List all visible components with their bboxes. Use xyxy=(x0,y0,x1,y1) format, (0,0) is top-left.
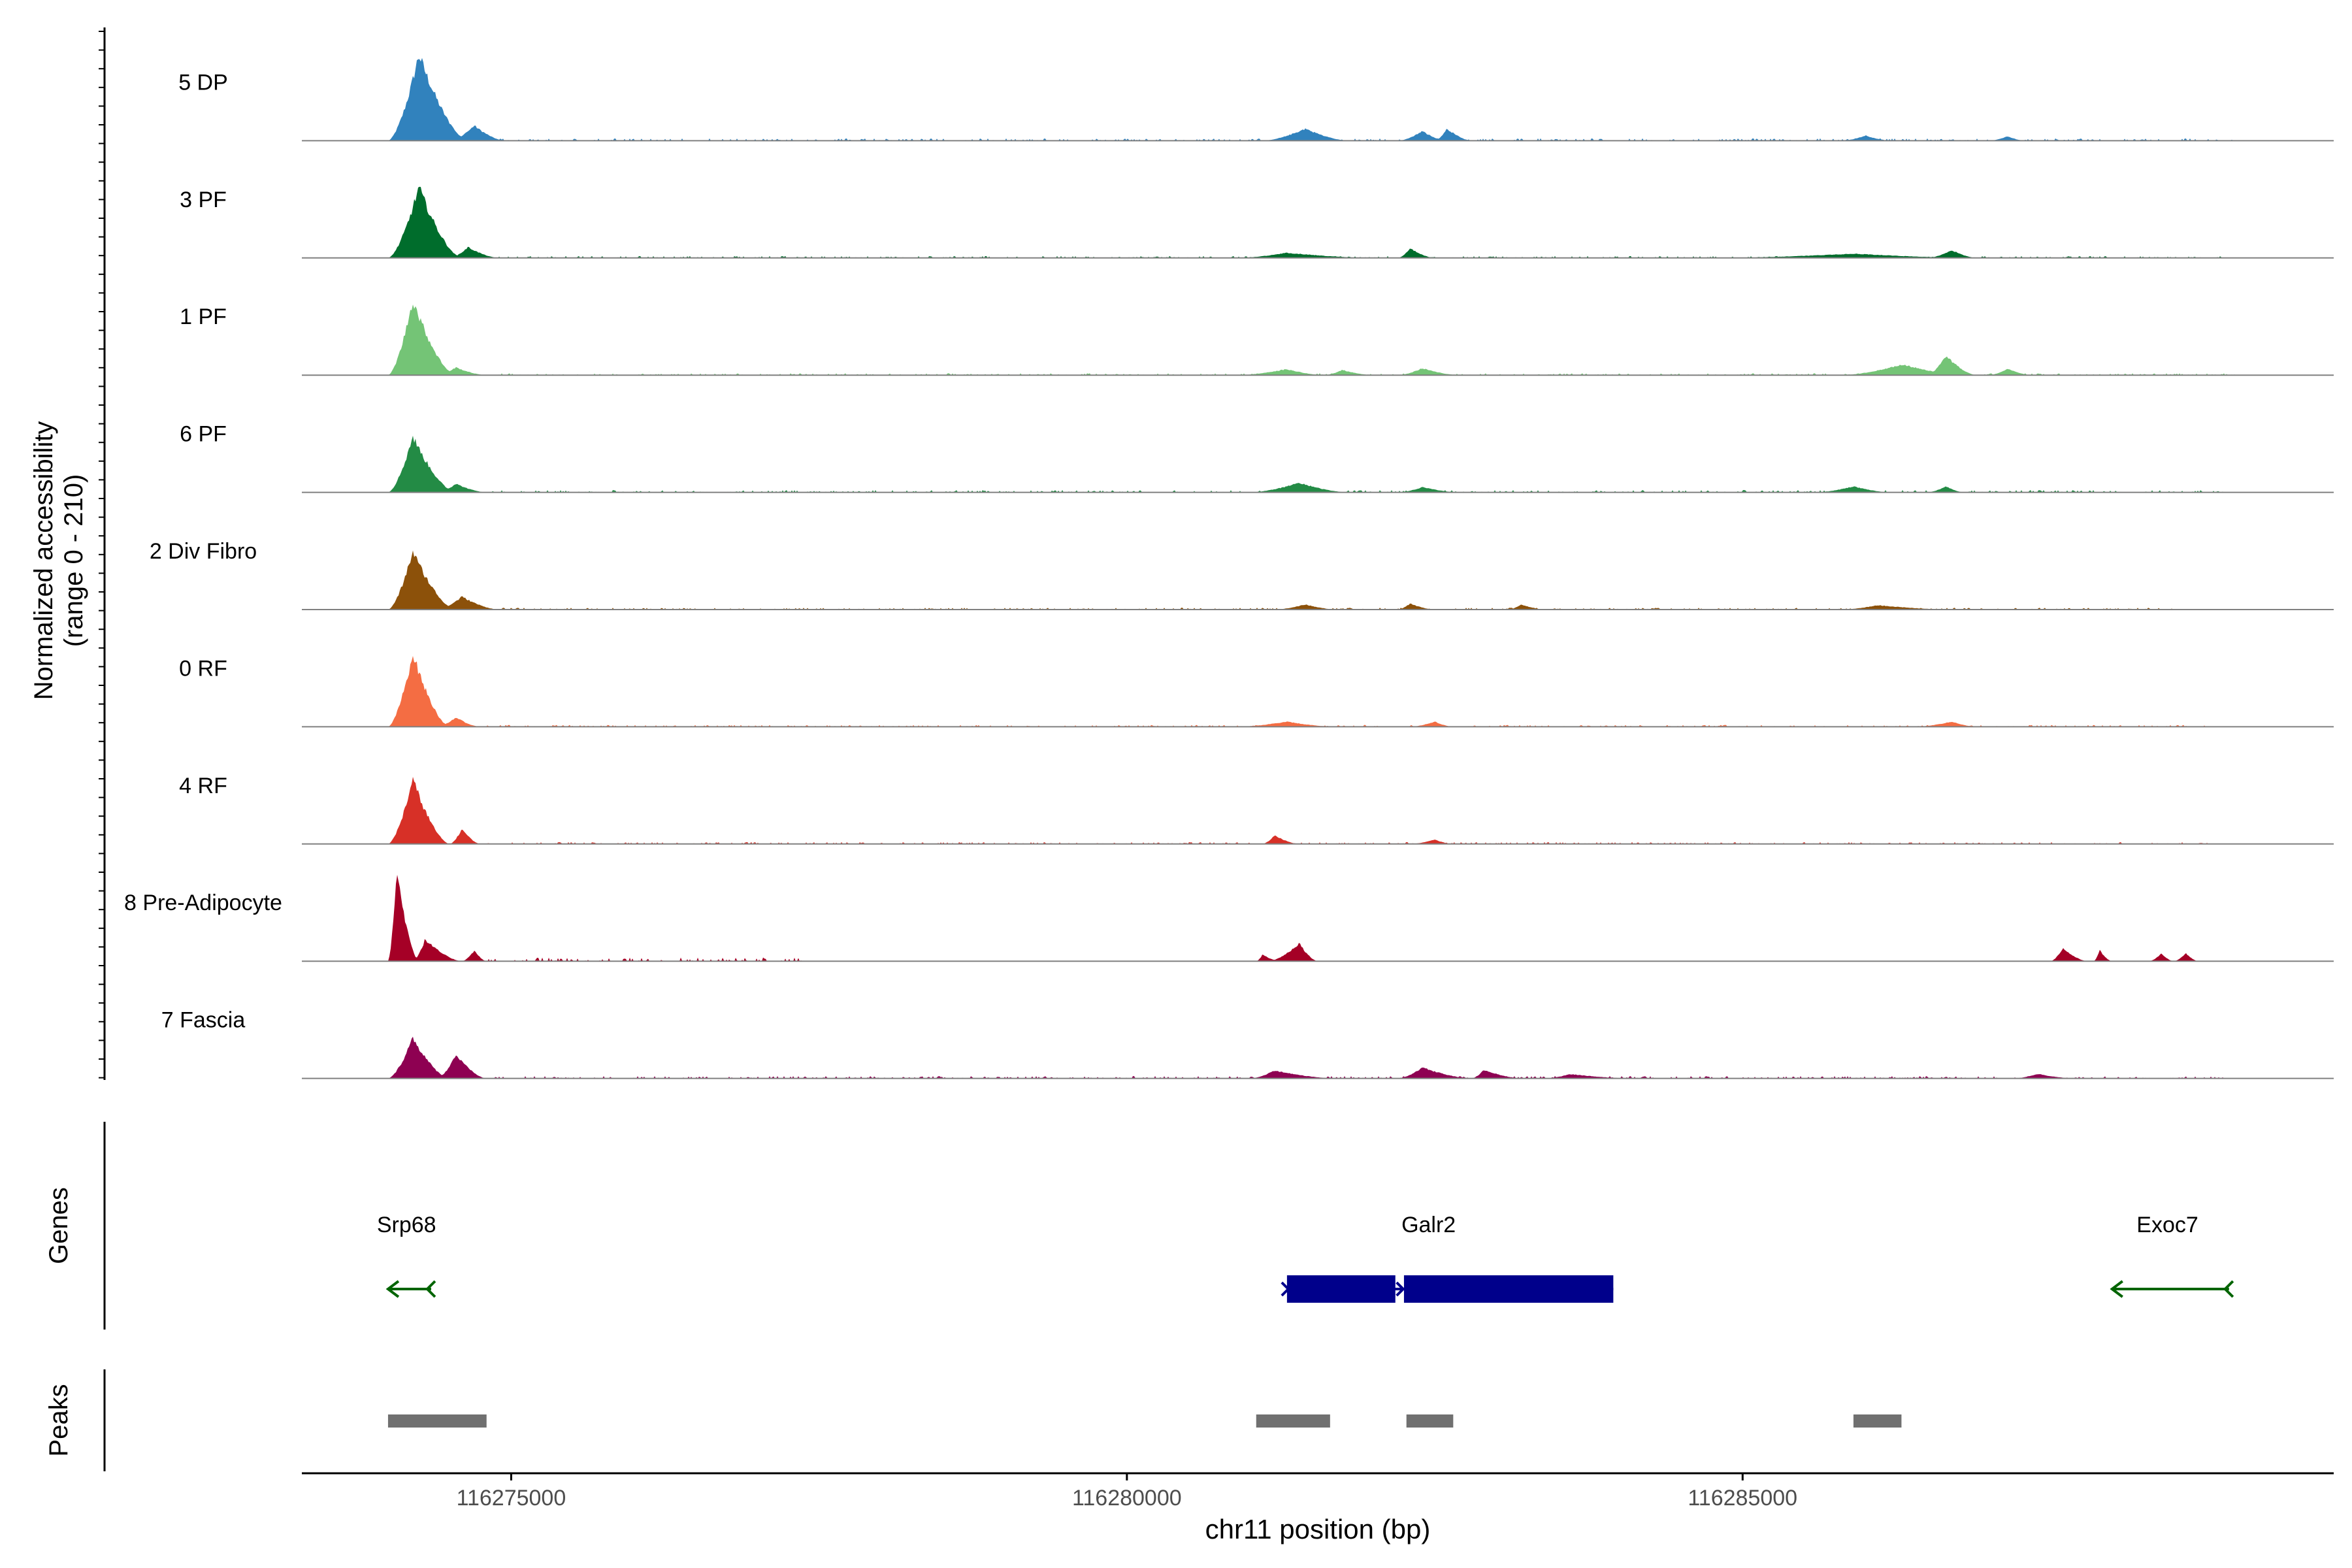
track-label: 7 Fascia xyxy=(161,1008,246,1033)
x-axis-label: chr11 position (bp) xyxy=(1205,1514,1431,1544)
coverage-y-axis-ticks xyxy=(99,31,105,1079)
gene-label: Exoc7 xyxy=(2136,1213,2198,1237)
track-2-div-fibro: 2 Div Fibro xyxy=(150,539,2334,610)
track-label: 5 DP xyxy=(178,70,228,95)
gene-galr2: Galr2 xyxy=(1281,1213,1614,1303)
track-label: 8 Pre-Adipocyte xyxy=(124,890,282,915)
strand-arrow xyxy=(2110,1280,2123,1298)
gene-label: Srp68 xyxy=(377,1213,436,1237)
track-0-rf: 0 RF xyxy=(179,656,2334,728)
track-label: 3 PF xyxy=(180,188,227,212)
x-axis: 116275000 116280000 116285000 chr11 positi… xyxy=(302,1472,2334,1544)
x-tick-label: 116285000 xyxy=(1688,1486,1797,1511)
genes-panel-label: Genes xyxy=(44,1187,73,1264)
track-4-rf: 4 RF xyxy=(179,774,2334,845)
peak-regions xyxy=(387,1414,1902,1428)
coverage-panel: 5 DP 3 PF 1 PF 6 PF 2 Div Fibro 0 RF 4 RF 8 Pre… xyxy=(29,27,2334,1080)
track-6-pf: 6 PF xyxy=(180,422,2334,493)
x-tick-label: 116280000 xyxy=(1072,1486,1182,1511)
gene-exon xyxy=(1403,1275,1614,1303)
track-3-pf: 3 PF xyxy=(180,186,2334,259)
track-label: 2 Div Fibro xyxy=(150,539,257,564)
peak-region xyxy=(387,1414,487,1428)
strand-chevron xyxy=(1281,1281,1290,1297)
peak-region xyxy=(1256,1414,1330,1428)
y-axis-label-line1: Normalized accessibility xyxy=(29,421,58,700)
peak-region xyxy=(1406,1414,1454,1428)
genes-panel: Genes Srp68 Galr2 Exoc7 xyxy=(44,1122,2234,1330)
track-5-dp: 5 DP xyxy=(178,57,2334,142)
gene-label: Galr2 xyxy=(1401,1213,1456,1237)
track-7-fascia: 7 Fascia xyxy=(161,1008,2334,1079)
track-label: 1 PF xyxy=(180,304,227,329)
strand-chevron xyxy=(1396,1281,1405,1297)
gene-srp68: Srp68 xyxy=(377,1213,436,1298)
track-label: 0 RF xyxy=(179,656,227,681)
x-tick-label: 116275000 xyxy=(457,1486,566,1511)
y-axis-label-line2: (range 0 - 210) xyxy=(59,474,88,647)
gene-exoc7: Exoc7 xyxy=(2110,1213,2234,1298)
strand-tail xyxy=(425,1280,436,1298)
gene-annotations: Srp68 Galr2 Exoc7 xyxy=(377,1213,2234,1303)
coverage-tracks: 5 DP 3 PF 1 PF 6 PF 2 Div Fibro 0 RF 4 RF 8 Pre… xyxy=(124,57,2334,1079)
track-label: 6 PF xyxy=(180,422,227,447)
peak-region xyxy=(1853,1414,1902,1428)
track-label: 4 RF xyxy=(179,774,227,798)
peaks-panel-label: Peaks xyxy=(44,1384,73,1456)
peaks-panel: Peaks xyxy=(44,1369,1902,1471)
track-8-pre-adipocyte: 8 Pre-Adipocyte xyxy=(124,875,2334,962)
gene-exon xyxy=(1286,1275,1396,1303)
strand-arrow xyxy=(385,1280,400,1298)
strand-tail xyxy=(2223,1280,2234,1298)
track-1-pf: 1 PF xyxy=(180,304,2334,376)
x-axis-ticks: 116275000 116280000 116285000 xyxy=(457,1473,1797,1511)
